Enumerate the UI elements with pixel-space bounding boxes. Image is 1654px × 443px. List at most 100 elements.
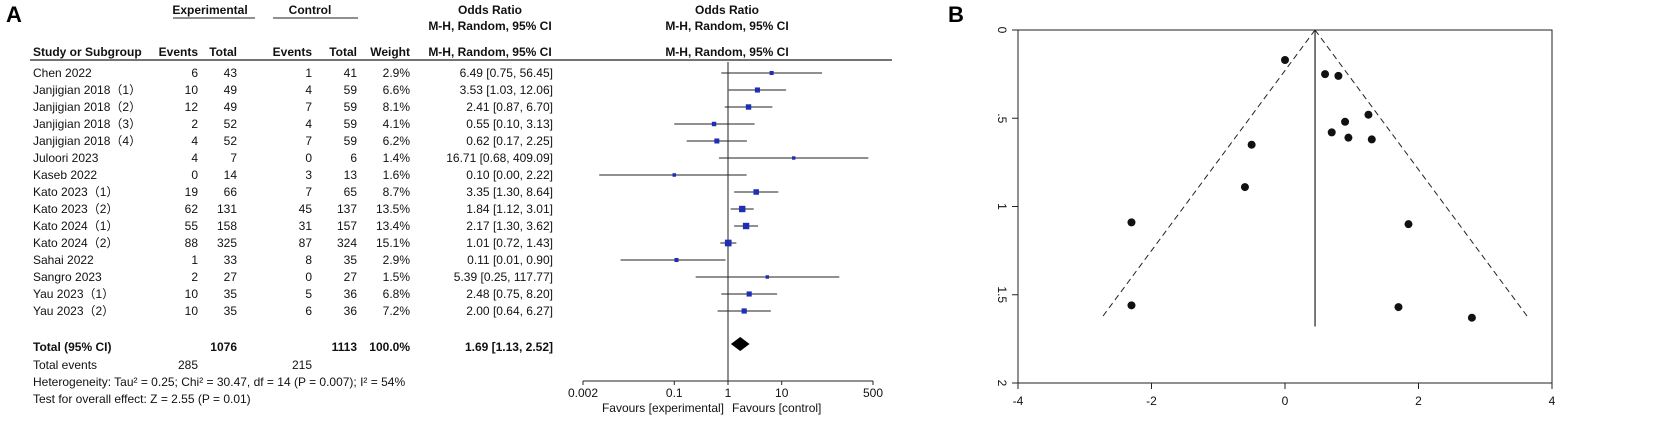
- table-row: Janjigian 2018（2） 12 49 7 59 8.1% 2.41 [0.87, …: [33, 100, 553, 114]
- funnel-point: [1467, 313, 1476, 322]
- row-total-e: 49: [224, 100, 238, 114]
- row-total-c: 324: [337, 236, 357, 250]
- row-total-c: 6: [350, 151, 357, 165]
- row-events-c: 7: [305, 100, 312, 114]
- total-events-label: Total events: [33, 358, 97, 372]
- row-study: Janjigian 2018（3）: [33, 117, 141, 131]
- row-study: Janjigian 2018（4）: [33, 134, 141, 148]
- funnel-point: [1281, 56, 1289, 65]
- row-study: Kato 2024（2）: [33, 236, 118, 250]
- total-ci: 1.69 [1.13, 2.52]: [465, 340, 553, 354]
- row-total-c: 27: [344, 270, 358, 284]
- row-events-e: 4: [191, 134, 198, 148]
- header-events-e: Events: [159, 45, 199, 59]
- study-marker: [674, 257, 679, 263]
- row-events-e: 10: [185, 304, 199, 318]
- total-tc: 1113: [332, 340, 358, 354]
- row-study: Yau 2023（1）: [33, 287, 114, 301]
- row-events-e: 19: [185, 185, 199, 199]
- funnel-y-tick-label: 0: [995, 27, 1009, 34]
- total-weight: 100.0%: [369, 340, 410, 354]
- funnel-point: [1127, 301, 1136, 310]
- row-events-c: 7: [305, 134, 312, 148]
- funnel-y-tick-label: 2: [995, 380, 1009, 387]
- funnel-x-tick-label: 2: [1415, 394, 1422, 408]
- forest-footer: Total (95% CI) 1076 1113 100.0% 1.69 [1.…: [33, 340, 553, 406]
- row-events-e: 1: [191, 253, 198, 267]
- study-marker: [711, 121, 717, 127]
- row-study: Sangro 2023: [33, 270, 102, 284]
- row-total-e: 43: [224, 66, 238, 80]
- row-events-e: 10: [185, 83, 199, 97]
- row-events-e: 0: [191, 168, 198, 182]
- study-marker: [739, 205, 746, 213]
- funnel-point: [1321, 70, 1330, 79]
- study-marker: [753, 189, 759, 195]
- row-events-c: 31: [299, 219, 313, 233]
- favours-right: Favours [control]: [732, 401, 821, 415]
- study-marker: [741, 308, 747, 314]
- row-total-c: 137: [337, 202, 357, 216]
- study-marker: [754, 87, 760, 93]
- funnel-y-tick-label: .5: [995, 113, 1009, 123]
- funnel-plot: -4 -2 0 2 4 0 .5 1 1.5 2: [995, 27, 1556, 408]
- panel-label-a: A: [6, 2, 22, 27]
- row-study: Kato 2023（1）: [33, 185, 118, 199]
- row-total-e: 131: [217, 202, 237, 216]
- row-weight: 13.5%: [376, 202, 410, 216]
- header-total-e: Total: [209, 45, 237, 59]
- row-events-c: 6: [305, 304, 312, 318]
- row-total-e: 33: [224, 253, 238, 267]
- row-total-c: 59: [344, 83, 358, 97]
- header-method-ci-plot: M-H, Random, 95% CI: [665, 45, 788, 59]
- row-events-c: 7: [305, 185, 312, 199]
- table-row: Juloori 2023 4 7 0 6 1.4% 16.71 [0.68, 409.09]: [33, 151, 553, 165]
- row-ci: 2.00 [0.64, 6.27]: [466, 304, 553, 318]
- header-experimental: Experimental: [172, 3, 247, 17]
- row-weight: 1.4%: [383, 151, 411, 165]
- row-study: Kato 2023（2）: [33, 202, 118, 216]
- row-events-c: 5: [305, 287, 312, 301]
- row-events-c: 0: [305, 151, 312, 165]
- funnel-point: [1367, 135, 1376, 144]
- row-ci: 5.39 [0.25, 117.77]: [454, 270, 553, 284]
- row-events-e: 6: [191, 66, 198, 80]
- funnel-point: [1240, 183, 1249, 192]
- funnel-point: [1334, 71, 1343, 80]
- forest-x-tick-label: 10: [775, 386, 789, 400]
- forest-x-tick-label: 500: [863, 386, 883, 400]
- row-total-c: 13: [344, 168, 358, 182]
- row-total-c: 59: [344, 100, 358, 114]
- funnel-frame: [1017, 29, 1553, 384]
- header-study: Study or Subgroup: [33, 45, 142, 59]
- funnel-right-limit: [1314, 29, 1529, 318]
- funnel-x-tick-label: 4: [1549, 394, 1556, 408]
- row-weight: 8.7%: [383, 185, 411, 199]
- row-total-e: 27: [224, 270, 238, 284]
- row-ci: 6.49 [0.75, 56.45]: [460, 66, 553, 80]
- row-weight: 15.1%: [376, 236, 410, 250]
- header-weight: Weight: [370, 45, 410, 59]
- forest-rows: Chen 2022 6 43 1 41 2.9% 6.49 [0.75, 56.45]Jan…: [33, 66, 553, 318]
- row-study: Chen 2022: [33, 66, 92, 80]
- row-events-e: 55: [185, 219, 199, 233]
- table-row: Janjigian 2018（4） 4 52 7 59 6.2% 0.62 [0.17, 2…: [33, 134, 553, 148]
- header-method-ci: M-H, Random, 95% CI: [428, 45, 551, 59]
- header-events-c: Events: [273, 45, 313, 59]
- header-control: Control: [289, 3, 332, 17]
- header-odds-ratio-table: Odds Ratio: [458, 3, 522, 17]
- row-total-c: 36: [344, 287, 358, 301]
- row-total-c: 65: [344, 185, 358, 199]
- study-marker: [791, 156, 796, 160]
- row-total-e: 49: [224, 83, 238, 97]
- funnel-point: [1327, 128, 1336, 137]
- row-total-e: 158: [217, 219, 237, 233]
- heterogeneity-text: Heterogeneity: Tau² = 0.25; Chi² = 30.47…: [33, 375, 405, 389]
- row-ci: 1.01 [0.72, 1.43]: [466, 236, 553, 250]
- row-total-c: 59: [344, 134, 358, 148]
- row-weight: 1.5%: [383, 270, 411, 284]
- row-weight: 6.6%: [383, 83, 411, 97]
- row-weight: 6.8%: [383, 287, 411, 301]
- table-row: Yau 2023（2） 10 35 6 36 7.2% 2.00 [0.64, 6.27]: [33, 304, 553, 318]
- table-row: Janjigian 2018（3） 2 52 4 59 4.1% 0.55 [0.10, 3…: [33, 117, 553, 131]
